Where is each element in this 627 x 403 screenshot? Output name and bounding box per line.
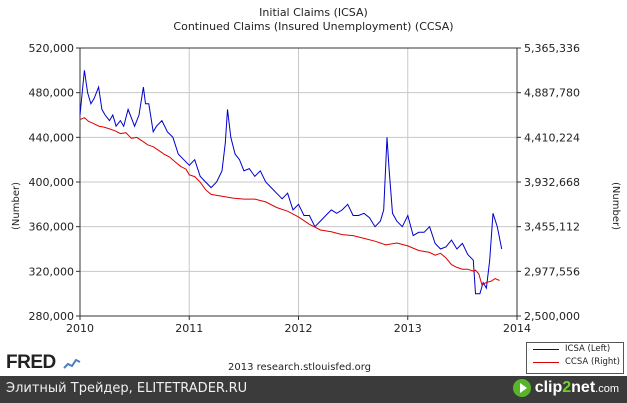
- clip-logo-pre: clip: [534, 379, 563, 397]
- y-right-tick-label: 3,932,668: [524, 176, 580, 189]
- y-left-tick-label: 440,000: [29, 131, 75, 144]
- chart-legend: ICSA (Left) CCSA (Right): [526, 342, 624, 374]
- grid-layer: [80, 48, 517, 316]
- x-tick-label: 2010: [66, 322, 94, 335]
- y-left-tick-label: 320,000: [29, 265, 75, 278]
- legend-swatch-icsa: [533, 349, 559, 350]
- y-axis-left-label: (Number): [11, 182, 22, 230]
- clip-logo-post: net: [571, 379, 596, 397]
- footer-caption: Элитный Трейдер, ELITETRADER.RU: [6, 381, 248, 396]
- fred-logo-text: FRED: [6, 352, 56, 373]
- source-credit: 2013 research.stlouisfed.org: [228, 362, 372, 373]
- x-tick-label: 2013: [394, 322, 422, 335]
- y-right-tick-label: 2,500,000: [524, 310, 580, 323]
- y-left-tick-label: 520,000: [29, 42, 75, 55]
- legend-label-ccsa: CCSA (Right): [565, 357, 620, 367]
- watermark-footer: Элитный Трейдер, ELITETRADER.RU clip2net…: [0, 376, 627, 403]
- y-left-tick-label: 280,000: [29, 310, 75, 323]
- x-tick-label: 2011: [175, 322, 203, 335]
- legend-swatch-ccsa: [533, 362, 559, 363]
- y-right-tick-label: 4,887,780: [524, 87, 580, 100]
- series-line-ccsa: [79, 117, 500, 286]
- y-right-tick-label: 5,365,336: [524, 42, 580, 55]
- series-layer: [79, 70, 503, 295]
- y-left-tick-label: 480,000: [29, 87, 75, 100]
- y-right-tick-label: 3,455,112: [524, 221, 580, 234]
- chart-subtitle: Continued Claims (Insured Unemployment) …: [173, 20, 454, 33]
- clip2net-logo[interactable]: clip2net.com: [512, 379, 619, 397]
- clip-logo-suffix: .com: [595, 383, 619, 396]
- y-right-tick-label: 4,410,224: [524, 131, 580, 144]
- play-icon: [512, 379, 531, 397]
- legend-label-icsa: ICSA (Left): [565, 344, 611, 354]
- series-line-icsa: [79, 70, 503, 295]
- fred-sparkline-icon: [62, 358, 80, 369]
- legend-item-icsa: ICSA (Left): [527, 343, 623, 356]
- legend-item-ccsa: CCSA (Right): [527, 356, 623, 369]
- clip-logo-mid: 2: [562, 379, 572, 397]
- y-right-tick-label: 2,977,556: [524, 265, 580, 278]
- y-axis-right-label: (Number): [610, 182, 621, 230]
- x-tick-label: 2012: [285, 322, 313, 335]
- tick-layer: 280,000 2,500,000 320,000 2,977,556 360,000 3…: [29, 42, 580, 335]
- fred-logo: FRED: [6, 352, 81, 374]
- x-tick-label: 2014: [503, 322, 531, 335]
- y-left-tick-label: 360,000: [29, 221, 75, 234]
- chart-title: Initial Claims (ICSA): [259, 6, 368, 19]
- y-left-tick-label: 400,000: [29, 176, 75, 189]
